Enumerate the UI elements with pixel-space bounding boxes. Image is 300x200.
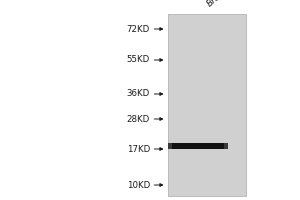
Text: 72KD: 72KD xyxy=(127,24,150,33)
Bar xyxy=(168,14,246,196)
Text: 10KD: 10KD xyxy=(127,180,150,190)
Text: 17KD: 17KD xyxy=(127,144,150,154)
Text: 55KD: 55KD xyxy=(127,55,150,64)
Text: Brain: Brain xyxy=(206,0,230,9)
Text: 36KD: 36KD xyxy=(127,90,150,98)
Bar xyxy=(168,143,172,149)
Bar xyxy=(168,143,228,149)
Text: 28KD: 28KD xyxy=(127,114,150,123)
Bar xyxy=(224,143,228,149)
